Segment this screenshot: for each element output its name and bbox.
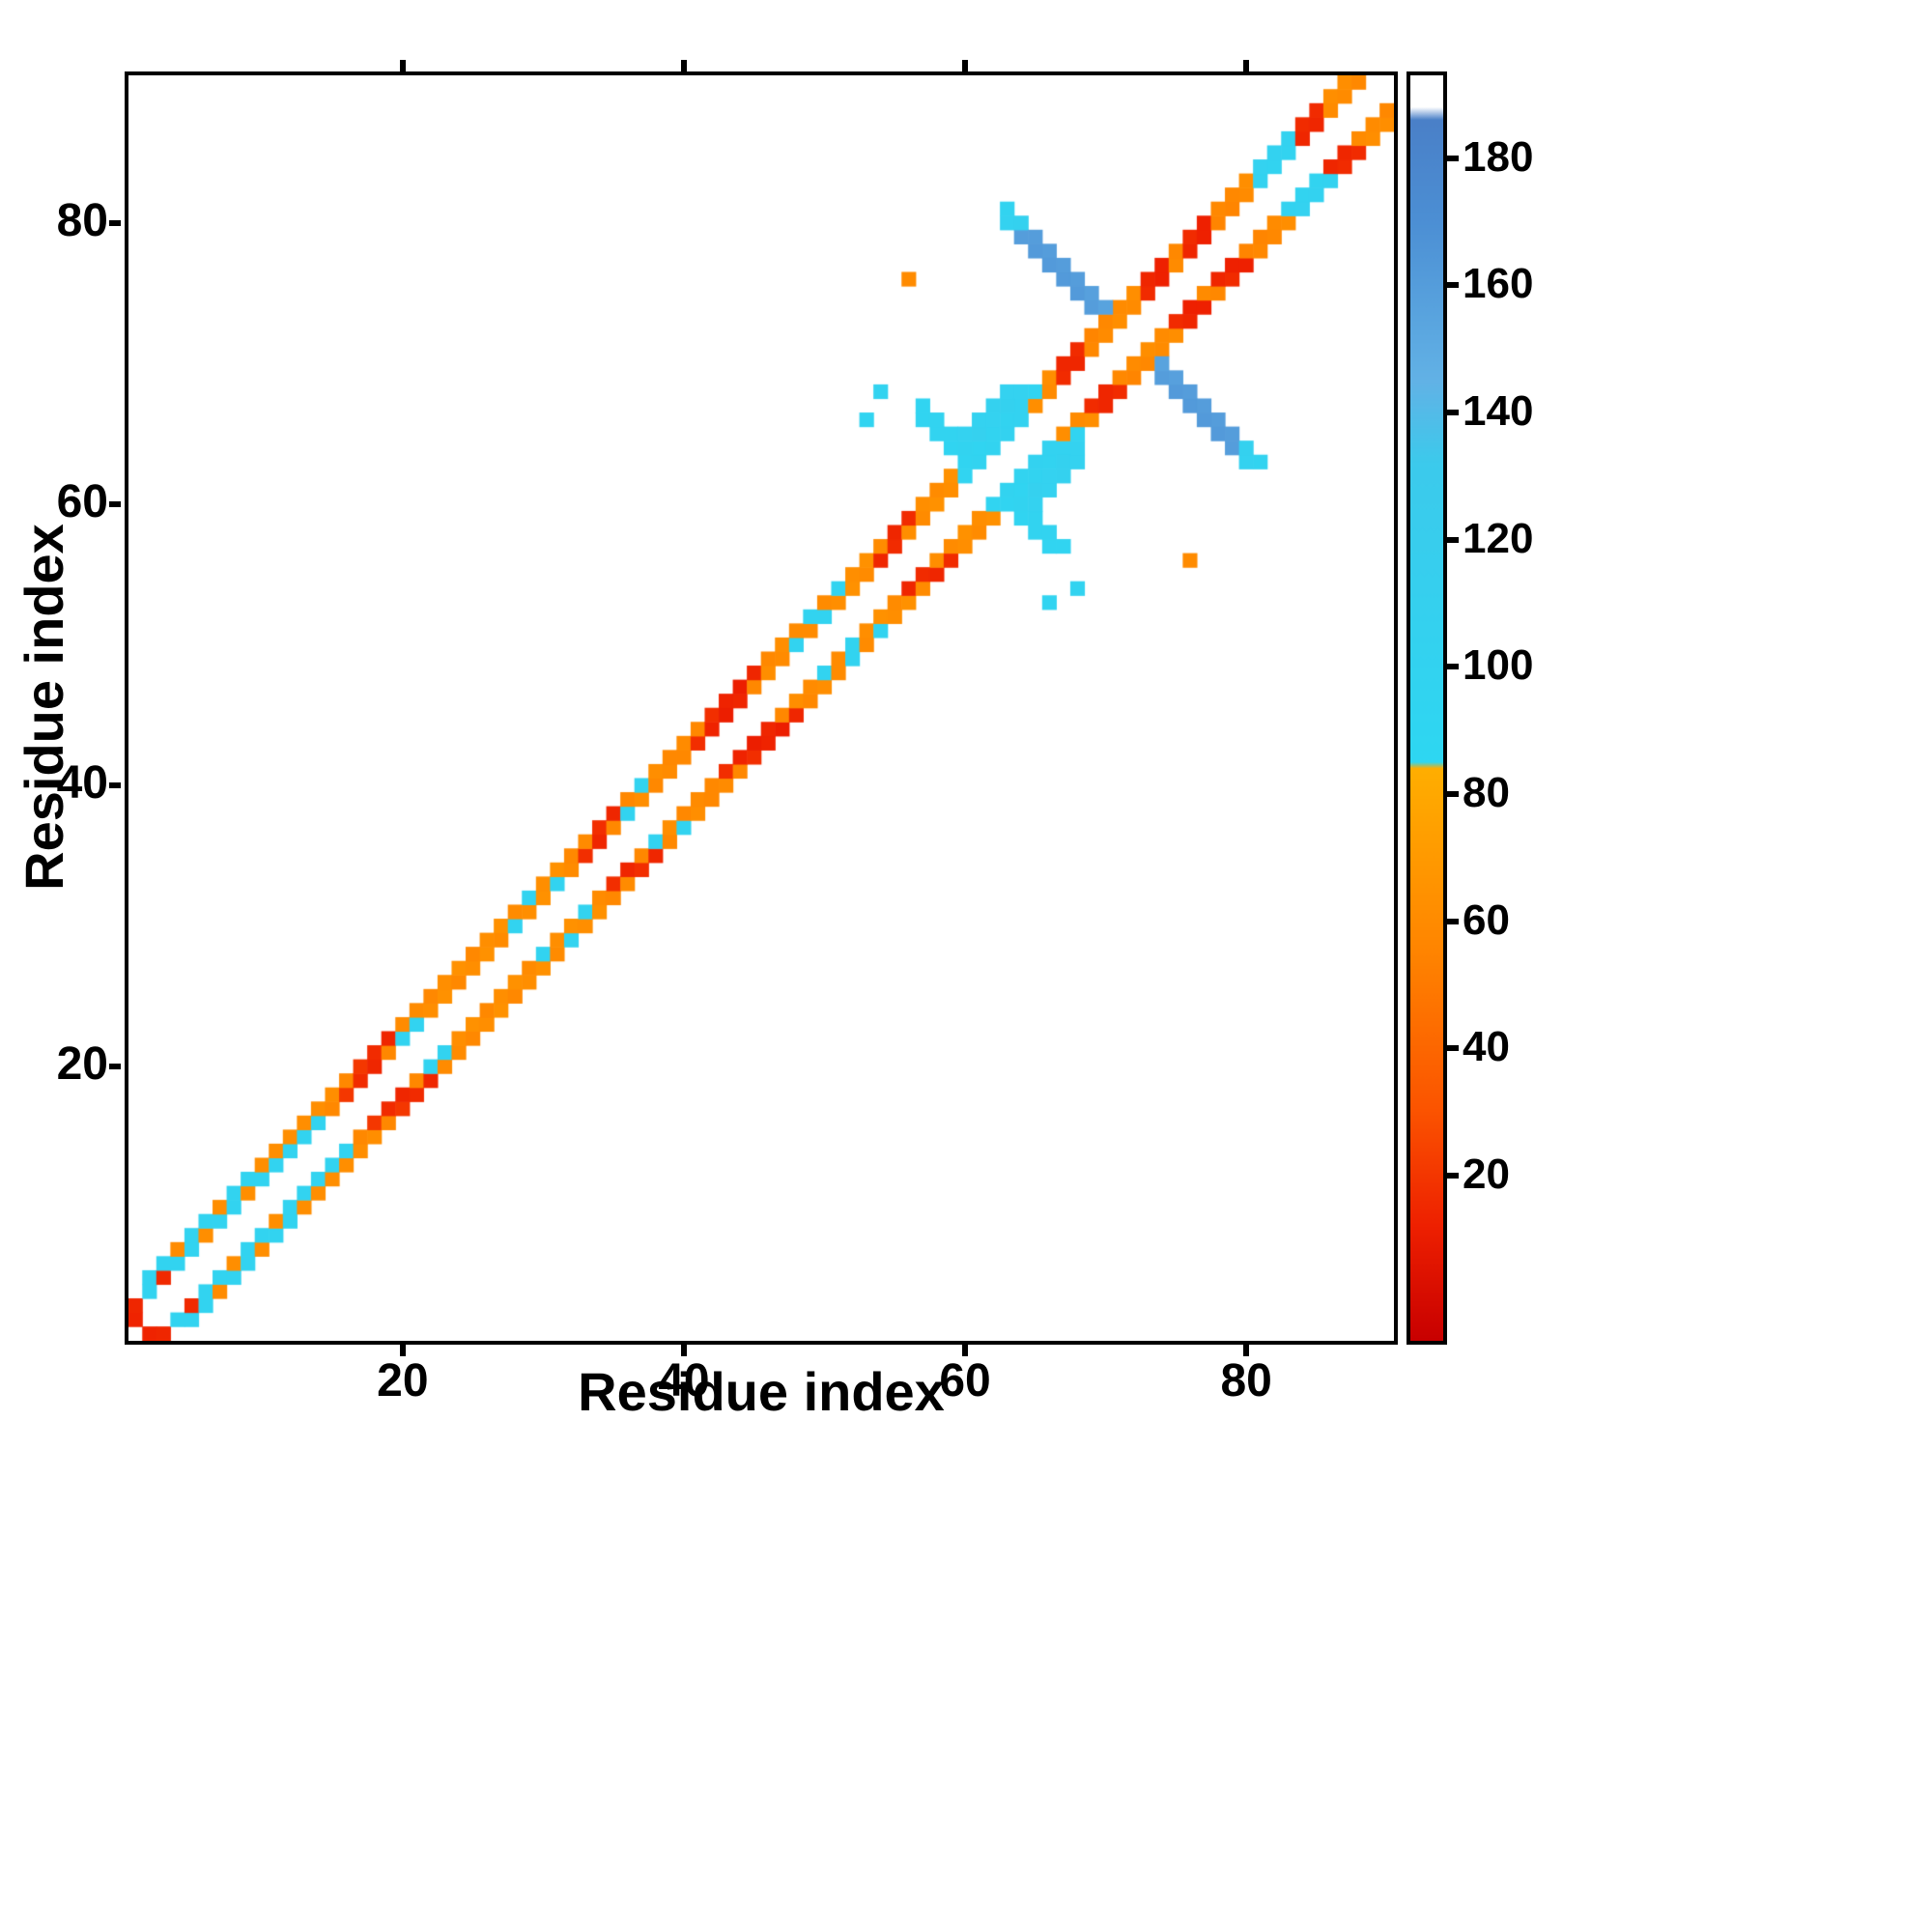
colorbar-tick-label: 40 <box>1463 1023 1510 1071</box>
colorbar-tick-mark <box>1447 536 1459 543</box>
colorbar-tick-mark <box>1447 790 1459 797</box>
colorbar <box>1406 71 1447 1345</box>
x-tick-mark <box>399 1345 406 1356</box>
colorbar-tick-mark <box>1447 1172 1459 1179</box>
y-tick-mark <box>109 1064 121 1070</box>
y-tick-label: 80 <box>56 194 108 246</box>
y-tick-label: 20 <box>56 1038 108 1091</box>
plot-area <box>125 71 1398 1345</box>
x-tick-label: 40 <box>658 1355 710 1406</box>
y-tick-mark <box>109 219 121 226</box>
x-tick-mark <box>680 1345 687 1356</box>
y-tick-label: 60 <box>56 475 108 527</box>
colorbar-tick-label: 20 <box>1463 1150 1510 1198</box>
colorbar-tick-mark <box>1447 918 1459 924</box>
y-tick-mark <box>109 782 121 789</box>
x-tick-label: 80 <box>1220 1355 1272 1406</box>
colorbar-tick-label: 140 <box>1463 386 1534 435</box>
colorbar-tick-mark <box>1447 409 1459 415</box>
colorbar-tick-mark <box>1447 282 1459 289</box>
x-tick-label: 60 <box>939 1355 991 1406</box>
y-tick-label: 40 <box>56 757 108 810</box>
colorbar-tick-mark <box>1447 1045 1459 1052</box>
colorbar-tick-mark <box>1447 664 1459 670</box>
y-tick-mark <box>109 500 121 507</box>
x-tick-mark <box>962 60 969 71</box>
x-tick-label: 20 <box>377 1355 429 1406</box>
colorbar-tick-label: 80 <box>1463 768 1510 816</box>
colorbar-tick-label: 180 <box>1463 132 1534 181</box>
x-tick-mark <box>680 60 687 71</box>
colorbar-tick-label: 160 <box>1463 260 1534 308</box>
x-tick-mark <box>1243 60 1250 71</box>
colorbar-tick-mark <box>1447 155 1459 161</box>
x-axis-label: Residue index <box>578 1361 945 1422</box>
colorbar-tick-label: 100 <box>1463 641 1534 690</box>
x-tick-mark <box>399 60 406 71</box>
colorbar-tick-label: 120 <box>1463 514 1534 562</box>
x-tick-mark <box>1243 1345 1250 1356</box>
colorbar-canvas <box>1410 75 1443 1341</box>
colorbar-tick-label: 60 <box>1463 895 1510 944</box>
heatmap-canvas <box>128 75 1394 1341</box>
x-tick-mark <box>962 1345 969 1356</box>
